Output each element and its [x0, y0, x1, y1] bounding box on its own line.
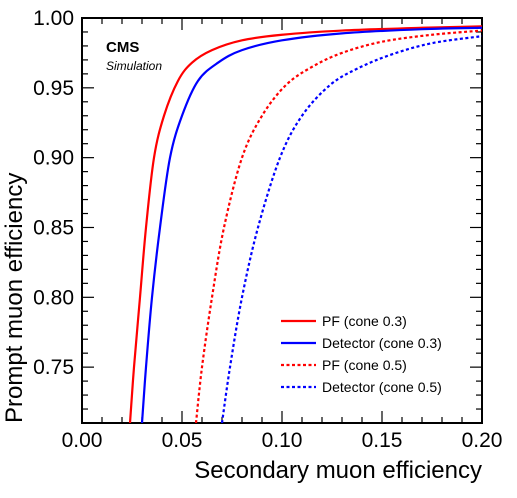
y-tick-label: 1.00 [33, 7, 74, 30]
legend-label: Detector (cone 0.3) [322, 335, 442, 351]
y-tick-label: 0.90 [33, 147, 74, 170]
y-tick-label: 0.80 [33, 286, 74, 309]
x-tick-label: 0.10 [262, 429, 303, 452]
series-line-detector-cone-0-3 [140, 26, 482, 423]
legend-label: PF (cone 0.5) [322, 357, 407, 373]
plot-frame [81, 17, 483, 424]
legend-label: Detector (cone 0.5) [322, 379, 442, 395]
x-tick-label: 0.15 [362, 429, 403, 452]
x-axis-title: Secondary muon efficiency [194, 457, 482, 484]
simulation-label: Simulation [106, 59, 162, 73]
y-tick-label: 0.85 [33, 216, 74, 239]
legend: PF (cone 0.3) Detector (cone 0.3) PF (cone… [281, 313, 442, 395]
x-tick-label: 0.20 [462, 429, 503, 452]
cms-label: CMS [106, 39, 139, 56]
series-line-pf-cone-0-3 [128, 25, 482, 423]
y-tick-label: 0.75 [33, 356, 74, 379]
x-tick-label: 0.00 [62, 429, 103, 452]
y-axis-title: Prompt muon efficiency [1, 173, 28, 423]
legend-label: PF (cone 0.3) [322, 313, 407, 329]
series-line-pf-cone-0-5 [194, 29, 482, 423]
y-tick-label: 0.95 [33, 77, 74, 100]
x-tick-label: 0.05 [162, 429, 203, 452]
